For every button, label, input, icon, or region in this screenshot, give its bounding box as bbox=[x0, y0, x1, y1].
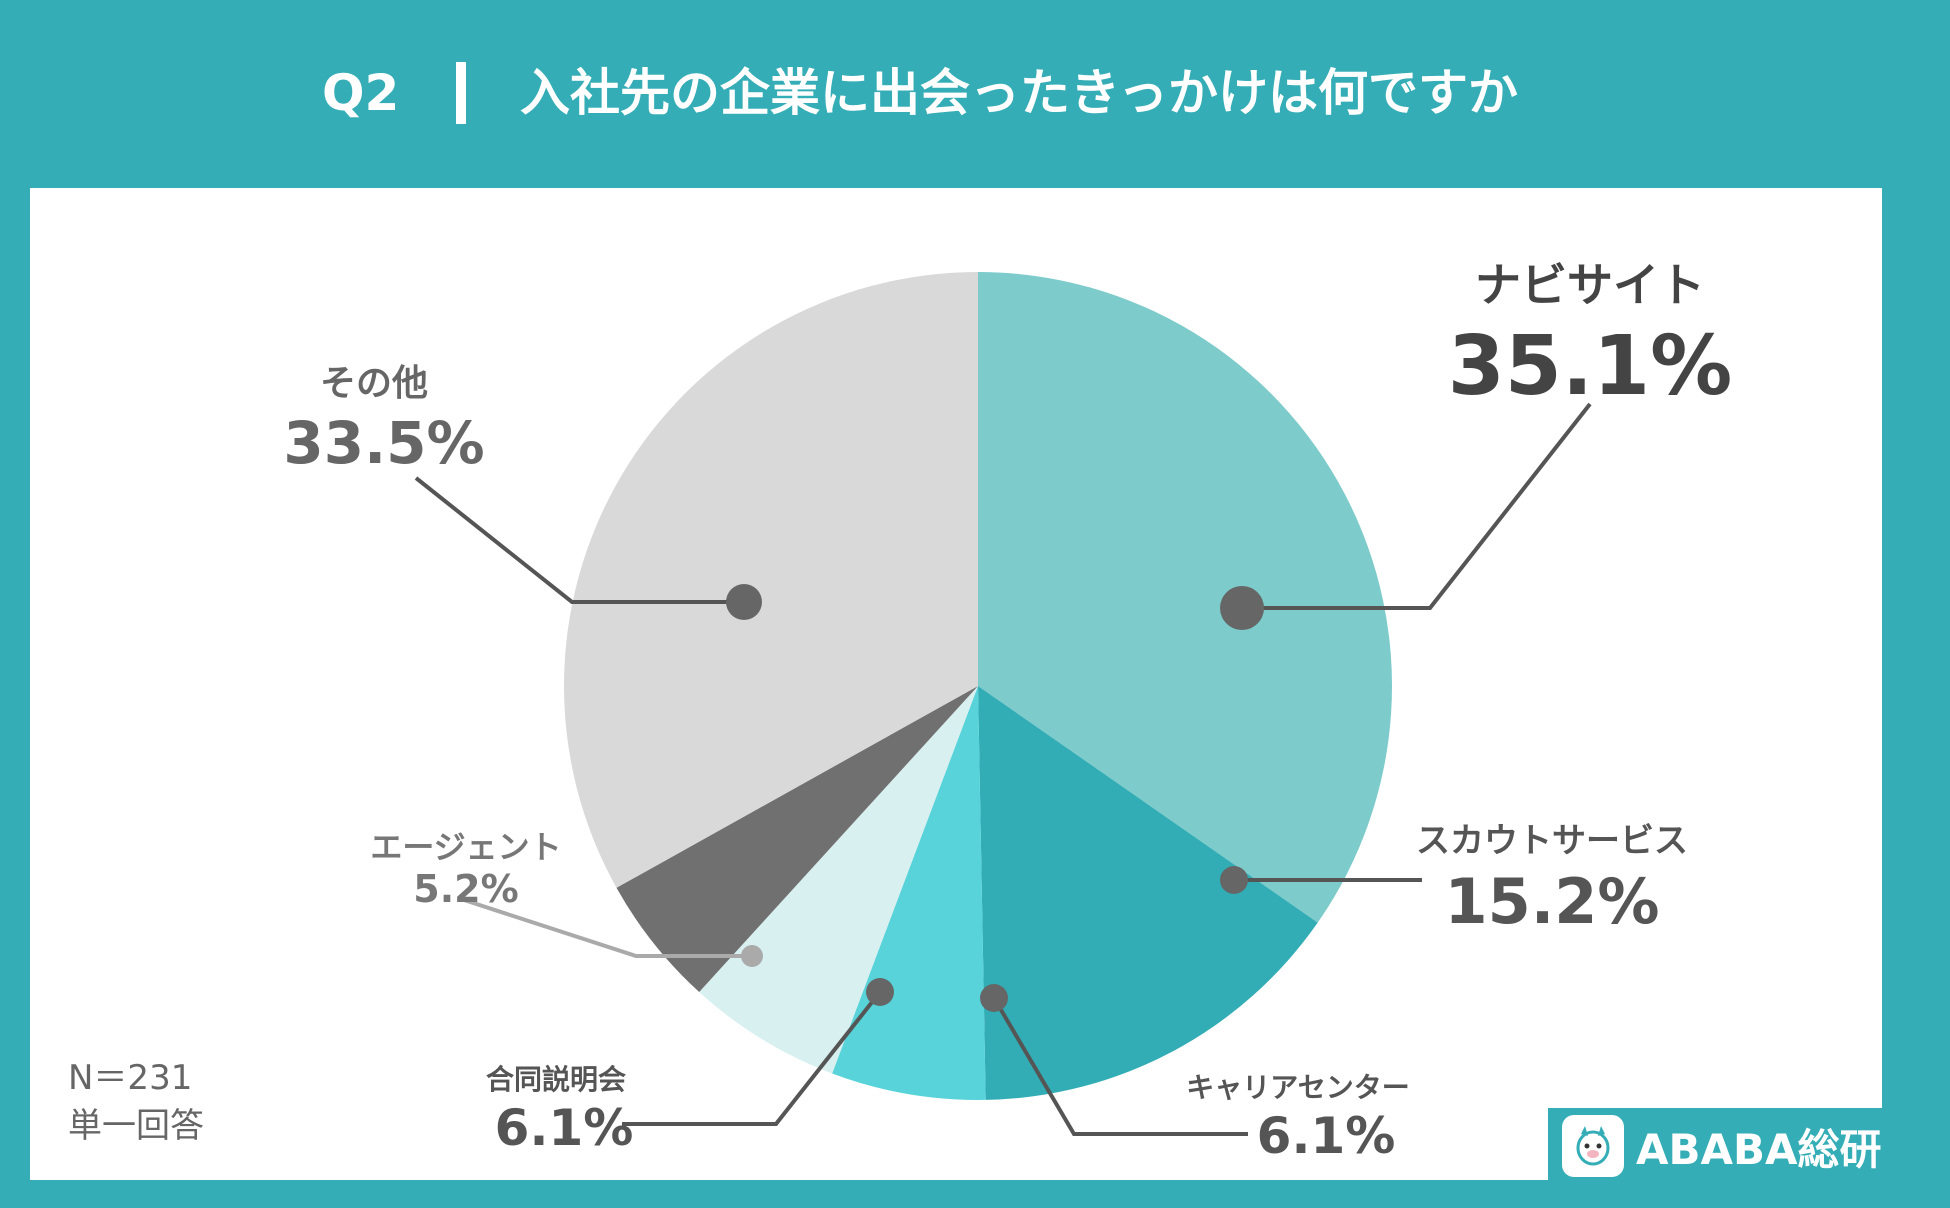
leader-line-3 bbox=[992, 996, 1248, 1136]
leader-dot-6 bbox=[726, 584, 762, 620]
slice-name-label-5: エージェント bbox=[370, 828, 562, 866]
leader-dot-4 bbox=[866, 978, 894, 1006]
slice-name-label-4: 合同説明会 bbox=[485, 1063, 626, 1096]
leader-dot-1 bbox=[1220, 586, 1264, 630]
pie-slice-4 bbox=[699, 686, 978, 1074]
title-divider bbox=[456, 62, 466, 124]
slice-value-label-1: 35.1% bbox=[1447, 319, 1733, 414]
leader-line-5 bbox=[457, 896, 752, 958]
leader-dot-2 bbox=[1220, 866, 1248, 894]
leader-line-1 bbox=[1242, 402, 1592, 610]
slice-value-label-6: 33.5% bbox=[283, 409, 485, 477]
pie-slice-6 bbox=[563, 272, 978, 888]
leader-line-6 bbox=[414, 476, 744, 604]
sample-size: N＝231 bbox=[68, 1058, 193, 1098]
alpaca-mascot-icon bbox=[1562, 1115, 1624, 1177]
slice-name-label-3: キャリアセンター bbox=[1186, 1071, 1410, 1104]
leader-dot-3 bbox=[980, 984, 1008, 1012]
question-number: Q2 bbox=[322, 64, 400, 122]
slice-name-label-6: その他 bbox=[319, 363, 428, 404]
slice-value-label-3: 6.1% bbox=[1256, 1107, 1396, 1165]
slice-name-label-1: ナビサイト bbox=[1475, 258, 1705, 312]
header-bar: Q2 入社先の企業に出会ったきっかけは何ですか bbox=[0, 0, 1950, 188]
leader-dot-5 bbox=[741, 945, 763, 967]
page-title: 入社先の企業に出会ったきっかけは何ですか bbox=[520, 64, 1518, 122]
pie-slice-1 bbox=[978, 272, 1392, 923]
logo-text: ABABA総研 bbox=[1636, 1124, 1882, 1174]
answer-type: 単一回答 bbox=[68, 1106, 204, 1146]
pie-slice-2 bbox=[978, 686, 1318, 1100]
footnote: N＝231 単一回答 bbox=[68, 1054, 204, 1150]
slice-value-label-4: 6.1% bbox=[494, 1099, 634, 1157]
brand-logo: ABABA総研 bbox=[1548, 1108, 1900, 1184]
slice-value-label-5: 5.2% bbox=[413, 867, 519, 911]
pie-slice-5 bbox=[616, 686, 978, 993]
slice-name-label-2: スカウトサービス bbox=[1416, 821, 1688, 861]
slice-value-label-2: 15.2% bbox=[1444, 865, 1660, 938]
leader-line-4 bbox=[622, 990, 882, 1126]
